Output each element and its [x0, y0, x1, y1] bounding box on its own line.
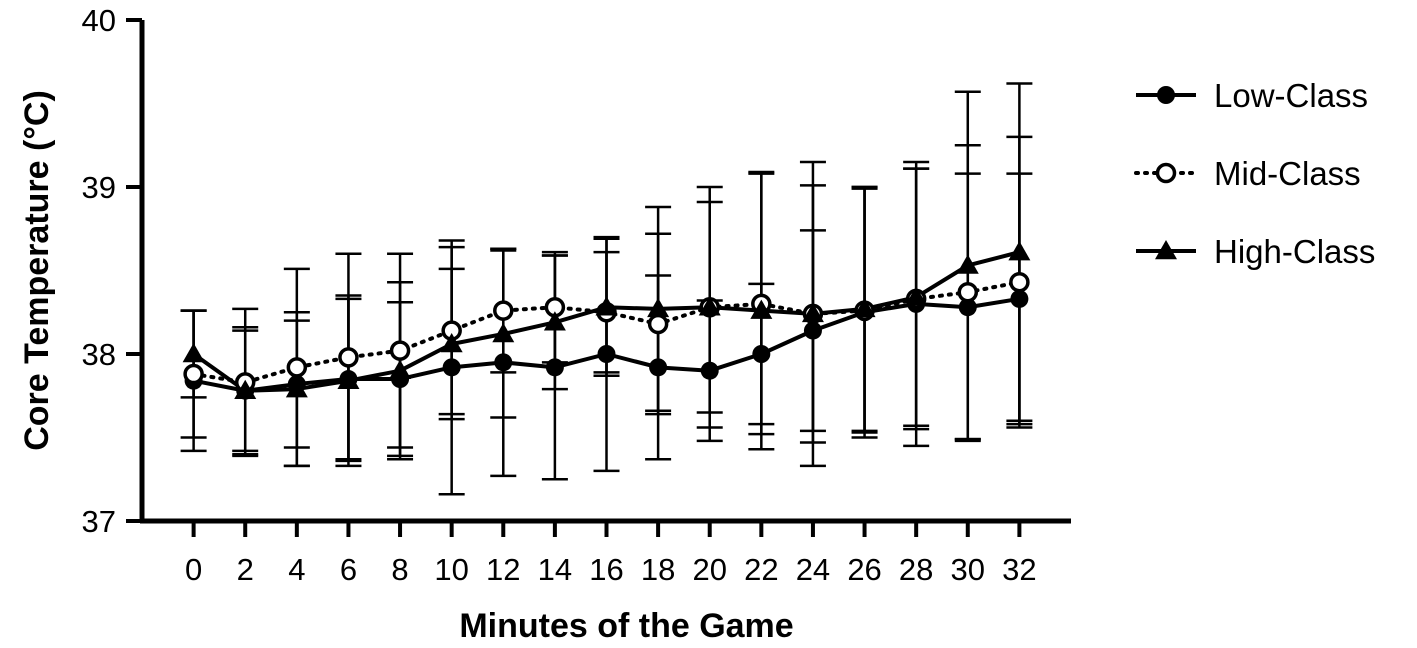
x-tick-label-8: 8	[391, 552, 408, 587]
high-class-legend-label: High-Class	[1214, 233, 1375, 270]
high-class-point-4	[285, 378, 308, 398]
mid-class-point-18	[647, 313, 669, 335]
mid-class-point-8	[389, 340, 411, 361]
high-class-point-12	[492, 322, 515, 343]
high-class-point-2	[234, 379, 257, 399]
high-class-point-24	[801, 302, 824, 323]
y-tick-label-37: 37	[82, 504, 116, 539]
low-class-point-24	[803, 321, 822, 340]
x-tick-label-6: 6	[340, 552, 357, 587]
legend: Low-Class Mid-Class High-Class	[1134, 77, 1375, 270]
mid-class-point-30	[957, 281, 979, 303]
mid-class-legend-label: Mid-Class	[1214, 155, 1361, 192]
mid-class-legend-marker	[1155, 162, 1177, 184]
low-class-point-20	[700, 361, 719, 380]
x-tick-label-4: 4	[288, 552, 305, 587]
high-class-point-18	[647, 297, 670, 318]
high-class-point-0	[182, 343, 205, 363]
low-class-point-22	[752, 345, 771, 363]
high-class-point-22	[750, 299, 773, 319]
x-axis-title: Minutes of the Game	[459, 607, 793, 645]
mid-class-point-12	[493, 300, 514, 321]
high-class-point-20	[698, 296, 721, 316]
high-class-legend-marker	[1155, 240, 1177, 260]
low-class-point-10	[442, 358, 461, 377]
low-class-point-18	[649, 358, 668, 377]
x-tick-label-32: 32	[1002, 552, 1036, 587]
mid-class-point-0	[183, 363, 204, 385]
data-markers	[182, 241, 1031, 400]
low-class-point-12	[494, 353, 513, 372]
x-tick-label-10: 10	[434, 552, 468, 587]
x-tick-label-14: 14	[538, 552, 572, 587]
mid-class-point-4	[286, 357, 308, 378]
x-tick-label-24: 24	[796, 552, 830, 587]
x-tick-label-22: 22	[744, 552, 778, 587]
low-class-point-16	[597, 345, 616, 363]
low-class-legend-label: Low-Class	[1214, 77, 1368, 114]
x-tick-label-2: 2	[237, 552, 254, 587]
high-class-point-16	[595, 296, 618, 316]
high-class-point-30	[956, 254, 979, 274]
x-tick-label-16: 16	[589, 552, 623, 587]
low-class-legend-marker	[1157, 86, 1175, 104]
x-tick-label-12: 12	[486, 552, 520, 587]
y-tick-label-40: 40	[82, 3, 116, 38]
high-class-point-8	[389, 359, 412, 379]
high-class-point-10	[440, 332, 463, 353]
x-tick-label-20: 20	[692, 552, 726, 587]
high-class-point-28	[905, 286, 928, 306]
low-class-point-32	[1010, 289, 1029, 308]
x-tick-label-26: 26	[847, 552, 881, 587]
y-axis-title: Core Temperature (°C)	[18, 90, 56, 451]
x-tick-label-30: 30	[951, 552, 985, 587]
high-class-point-14	[543, 311, 566, 331]
mid-class-point-6	[338, 347, 359, 368]
x-tick-label-0: 0	[185, 552, 202, 587]
x-tick-label-18: 18	[641, 552, 675, 587]
y-tick-label-38: 38	[82, 337, 116, 372]
error-bars	[180, 82, 1033, 496]
high-class-point-6	[337, 369, 360, 389]
x-tick-label-28: 28	[899, 552, 933, 587]
high-class-point-26	[853, 297, 876, 318]
high-class-point-32	[1008, 241, 1031, 261]
low-class-point-30	[958, 298, 977, 317]
y-tick-label-39: 39	[82, 170, 116, 205]
mid-class-point-32	[1009, 271, 1030, 293]
low-class-point-14	[545, 358, 564, 377]
